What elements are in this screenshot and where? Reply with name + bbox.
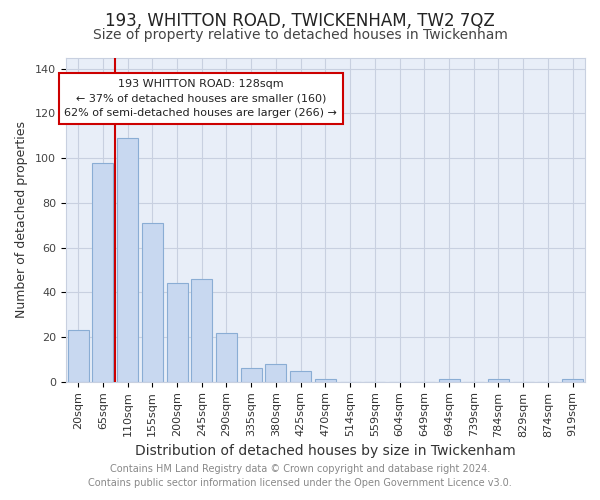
Bar [439, 380, 460, 382]
Bar [191, 279, 212, 382]
Bar [68, 330, 89, 382]
Bar [290, 370, 311, 382]
Text: 193 WHITTON ROAD: 128sqm
← 37% of detached houses are smaller (160)
62% of semi-: 193 WHITTON ROAD: 128sqm ← 37% of detach… [64, 78, 337, 118]
X-axis label: Distribution of detached houses by size in Twickenham: Distribution of detached houses by size … [135, 444, 516, 458]
Text: 193, WHITTON ROAD, TWICKENHAM, TW2 7QZ: 193, WHITTON ROAD, TWICKENHAM, TW2 7QZ [105, 12, 495, 30]
Bar [142, 223, 163, 382]
Bar [241, 368, 262, 382]
Bar [265, 364, 286, 382]
Bar [562, 380, 583, 382]
Bar [167, 284, 188, 382]
Text: Size of property relative to detached houses in Twickenham: Size of property relative to detached ho… [92, 28, 508, 42]
Y-axis label: Number of detached properties: Number of detached properties [15, 121, 28, 318]
Text: Contains HM Land Registry data © Crown copyright and database right 2024.
Contai: Contains HM Land Registry data © Crown c… [88, 464, 512, 487]
Bar [117, 138, 138, 382]
Bar [92, 162, 113, 382]
Bar [488, 380, 509, 382]
Bar [315, 380, 336, 382]
Bar [216, 332, 237, 382]
